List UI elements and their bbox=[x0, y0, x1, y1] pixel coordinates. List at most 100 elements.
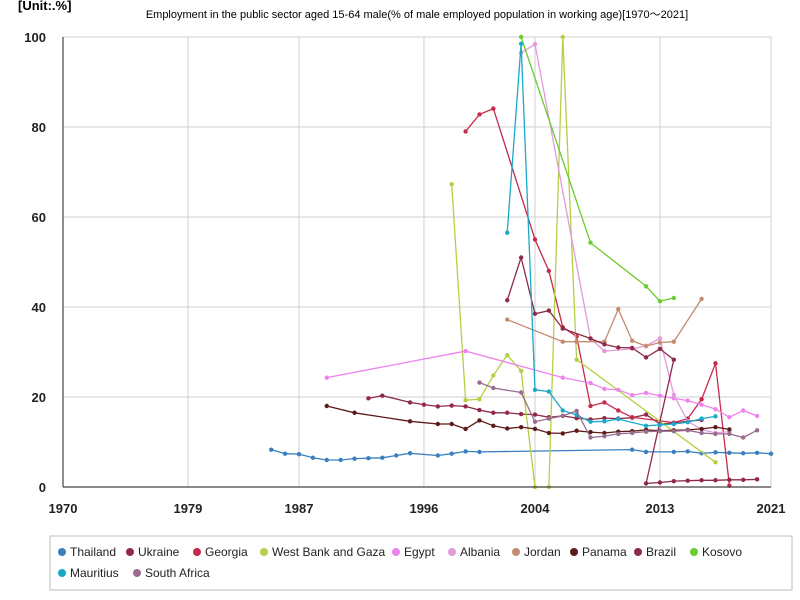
data-point-thailand bbox=[380, 455, 385, 460]
data-point-thailand bbox=[671, 449, 677, 455]
data-point-west-bank-and-gaza bbox=[518, 368, 524, 374]
y-tick-label: 0 bbox=[39, 480, 46, 495]
data-point-panama bbox=[518, 424, 524, 430]
data-point-south-africa bbox=[727, 431, 732, 437]
data-point-mauritius bbox=[602, 419, 607, 424]
x-tick-label: 1996 bbox=[409, 501, 438, 516]
data-point-panama bbox=[546, 430, 552, 436]
data-point-ukraine bbox=[380, 393, 385, 398]
unit-label: [Unit:.%] bbox=[18, 0, 71, 13]
legend-label: Ukraine bbox=[138, 545, 180, 559]
data-point-west-bank-and-gaza bbox=[505, 352, 510, 358]
legend-item-egypt: Egypt bbox=[392, 545, 435, 559]
data-point-thailand bbox=[269, 447, 274, 452]
legend-label: Jordan bbox=[524, 545, 561, 559]
data-point-thailand bbox=[713, 450, 718, 455]
data-point-south-africa bbox=[602, 433, 607, 439]
series-line-south-africa bbox=[479, 381, 758, 439]
data-point-kosovo bbox=[588, 240, 593, 245]
legend-label: Mauritius bbox=[70, 566, 119, 580]
y-tick-label: 80 bbox=[32, 120, 46, 135]
data-point-panama bbox=[602, 430, 607, 436]
data-point-egypt bbox=[754, 413, 760, 419]
data-point-west-bank-and-gaza bbox=[491, 373, 496, 378]
data-point-ukraine bbox=[435, 404, 441, 409]
data-point-south-africa bbox=[532, 419, 538, 424]
data-point-egypt bbox=[699, 402, 704, 407]
data-point-egypt bbox=[685, 398, 690, 403]
data-point-thailand bbox=[685, 449, 690, 454]
series-layer bbox=[269, 34, 774, 490]
data-point-kosovo bbox=[657, 298, 663, 304]
legend-marker bbox=[570, 548, 578, 556]
data-point-brazil bbox=[518, 255, 524, 260]
series-line-jordan bbox=[506, 298, 703, 347]
series-albania bbox=[518, 42, 732, 436]
data-point-mauritius bbox=[588, 419, 593, 424]
data-point-thailand bbox=[296, 451, 302, 457]
data-point-jordan bbox=[616, 307, 621, 312]
legend-label: Georgia bbox=[205, 545, 248, 559]
data-point-thailand bbox=[282, 451, 288, 456]
data-point-mauritius bbox=[671, 421, 677, 427]
data-point-south-africa bbox=[574, 408, 579, 414]
axes: 1970 1979 1987 1996 2004 2013 2021 0 20 40 60 80 100 bbox=[24, 30, 785, 516]
data-point-thailand bbox=[407, 451, 413, 456]
data-point-south-africa bbox=[713, 431, 718, 437]
data-point-mauritius bbox=[518, 41, 524, 46]
data-point-ukraine bbox=[449, 403, 454, 408]
data-point-panama bbox=[352, 410, 357, 415]
data-point-ukraine bbox=[532, 412, 538, 417]
legend-item-ukraine: Ukraine bbox=[126, 545, 180, 559]
legend-marker bbox=[512, 548, 520, 556]
data-point-ukraine bbox=[491, 410, 496, 415]
series-line-thailand bbox=[271, 448, 772, 461]
legend-marker bbox=[690, 548, 698, 556]
data-point-thailand bbox=[477, 449, 482, 455]
data-point-west-bank-and-gaza bbox=[574, 357, 579, 362]
data-point-kosovo bbox=[671, 295, 677, 301]
legend-label: Kosovo bbox=[702, 545, 742, 559]
data-point-south-africa bbox=[588, 435, 593, 440]
data-point-georgia bbox=[463, 129, 468, 134]
data-point-west-bank-and-gaza bbox=[449, 181, 454, 187]
data-point-brazil bbox=[532, 311, 538, 316]
data-point-brazil bbox=[629, 345, 635, 351]
data-point-south-africa bbox=[657, 429, 663, 434]
series-mauritius bbox=[505, 41, 718, 428]
series-thailand bbox=[269, 447, 774, 463]
data-point-thailand bbox=[338, 457, 343, 463]
legend-marker bbox=[126, 548, 134, 556]
data-point-south-africa bbox=[616, 431, 621, 437]
legend-item-albania: Albania bbox=[448, 545, 500, 559]
data-point-jordan bbox=[505, 317, 510, 322]
data-point-egypt bbox=[713, 406, 718, 412]
data-point-mauritius bbox=[546, 389, 552, 394]
data-point-south-africa bbox=[671, 429, 677, 434]
legend-marker bbox=[58, 548, 66, 556]
data-point-brazil bbox=[616, 345, 621, 350]
data-point-georgia bbox=[713, 361, 718, 366]
data-point-ukraine bbox=[505, 410, 510, 415]
data-point-thailand bbox=[741, 451, 746, 456]
data-point-albania bbox=[532, 42, 538, 47]
data-point-south-africa bbox=[477, 380, 482, 385]
legend-item-west-bank-and-gaza: West Bank and Gaza bbox=[260, 545, 386, 559]
data-point-jordan bbox=[671, 339, 677, 344]
data-point-brazil bbox=[643, 355, 649, 360]
data-point-thailand bbox=[435, 453, 441, 458]
data-point-thailand bbox=[310, 455, 316, 460]
data-point-panama bbox=[407, 419, 413, 424]
data-point-ukraine bbox=[407, 400, 413, 405]
x-tick-label: 1987 bbox=[285, 501, 314, 516]
data-point-brazil bbox=[713, 478, 718, 483]
data-point-jordan bbox=[699, 296, 704, 302]
legend-item-south-africa: South Africa bbox=[133, 566, 210, 580]
data-point-brazil bbox=[505, 298, 510, 303]
data-point-brazil bbox=[741, 477, 746, 482]
legend-marker bbox=[392, 548, 400, 556]
data-point-egypt bbox=[463, 348, 468, 354]
data-point-ukraine bbox=[643, 412, 649, 417]
data-point-panama bbox=[727, 427, 732, 432]
